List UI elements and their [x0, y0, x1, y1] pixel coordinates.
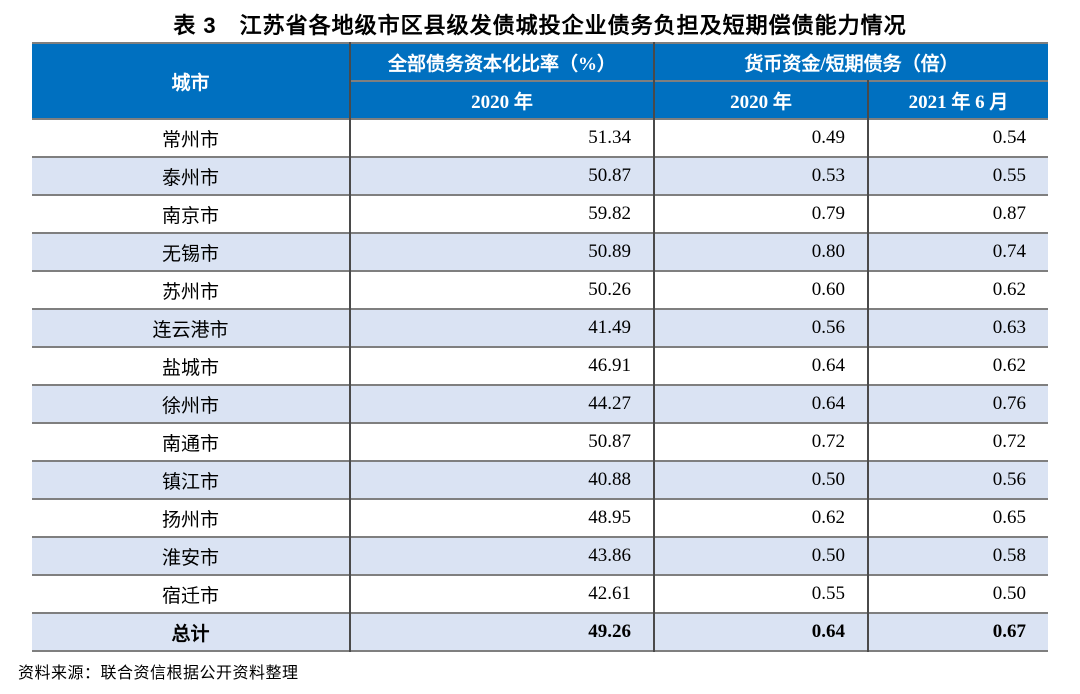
column-header-city: 城市: [32, 43, 351, 119]
source-note: 资料来源：联合资信根据公开资料整理: [18, 665, 299, 682]
total-row: 总计 49.26 0.64 0.67: [32, 613, 1048, 651]
subheader-cash-2020: 2020 年: [654, 81, 869, 119]
table-row: 无锡市 50.89 0.80 0.74: [32, 233, 1048, 271]
city-cell: 泰州市: [32, 157, 351, 195]
debt-ratio-2020-cell: 50.87: [350, 423, 655, 461]
debt-statistics-table: 城市 全部债务资本化比率（%） 货币资金/短期债务（倍） 2020 年 2020…: [32, 42, 1048, 652]
cash-ratio-2020-cell: 0.50: [654, 461, 869, 499]
debt-ratio-2020-cell: 42.61: [350, 575, 655, 613]
city-cell: 淮安市: [32, 537, 351, 575]
debt-ratio-2020-cell: 59.82: [350, 195, 655, 233]
cash-ratio-2020-cell: 0.49: [654, 119, 869, 157]
debt-ratio-2020-cell: 41.49: [350, 309, 655, 347]
cash-ratio-2021-june-cell: 0.58: [868, 537, 1048, 575]
cash-ratio-2020-cell: 0.80: [654, 233, 869, 271]
table-row: 常州市 51.34 0.49 0.54: [32, 119, 1048, 157]
city-cell: 苏州市: [32, 271, 351, 309]
cash-ratio-2020-cell: 0.56: [654, 309, 869, 347]
cash-ratio-2020-cell: 0.53: [654, 157, 869, 195]
debt-ratio-2020-cell: 49.26: [350, 613, 655, 651]
table-row: 淮安市 43.86 0.50 0.58: [32, 537, 1048, 575]
city-cell: 总计: [32, 613, 351, 651]
table-body: 常州市 51.34 0.49 0.54 泰州市 50.87 0.53 0.55 南京市 59.82…: [32, 119, 1048, 651]
cash-ratio-2020-cell: 0.62: [654, 499, 869, 537]
cash-ratio-2021-june-cell: 0.62: [868, 271, 1048, 309]
cash-ratio-2021-june-cell: 0.56: [868, 461, 1048, 499]
column-header-debt-capitalization-ratio: 全部债务资本化比率（%）: [350, 43, 655, 81]
city-cell: 扬州市: [32, 499, 351, 537]
table-title: 表 3 江苏省各地级市区县级发债城投企业债务负担及短期偿债能力情况: [173, 13, 907, 38]
cash-ratio-2020-cell: 0.64: [654, 347, 869, 385]
table-row: 泰州市 50.87 0.53 0.55: [32, 157, 1048, 195]
subheader-cash-2021-june: 2021 年 6 月: [868, 81, 1048, 119]
cash-ratio-2020-cell: 0.72: [654, 423, 869, 461]
cash-ratio-2021-june-cell: 0.87: [868, 195, 1048, 233]
debt-ratio-2020-cell: 50.26: [350, 271, 655, 309]
city-cell: 宿迁市: [32, 575, 351, 613]
cash-ratio-2021-june-cell: 0.54: [868, 119, 1048, 157]
header-row-periods: 2020 年 2020 年 2021 年 6 月: [32, 81, 1048, 119]
cash-ratio-2021-june-cell: 0.67: [868, 613, 1048, 651]
cash-ratio-2020-cell: 0.50: [654, 537, 869, 575]
cash-ratio-2021-june-cell: 0.74: [868, 233, 1048, 271]
debt-ratio-2020-cell: 44.27: [350, 385, 655, 423]
cash-ratio-2021-june-cell: 0.55: [868, 157, 1048, 195]
table-row: 宿迁市 42.61 0.55 0.50: [32, 575, 1048, 613]
city-cell: 徐州市: [32, 385, 351, 423]
cash-ratio-2020-cell: 0.60: [654, 271, 869, 309]
table-row: 徐州市 44.27 0.64 0.76: [32, 385, 1048, 423]
debt-ratio-2020-cell: 50.87: [350, 157, 655, 195]
column-header-cash-to-short-term-debt: 货币资金/短期债务（倍）: [654, 43, 1048, 81]
cash-ratio-2020-cell: 0.55: [654, 575, 869, 613]
table-row: 扬州市 48.95 0.62 0.65: [32, 499, 1048, 537]
debt-ratio-2020-cell: 51.34: [350, 119, 655, 157]
cash-ratio-2020-cell: 0.64: [654, 385, 869, 423]
cash-ratio-2020-cell: 0.64: [654, 613, 869, 651]
table-row: 盐城市 46.91 0.64 0.62: [32, 347, 1048, 385]
cash-ratio-2021-june-cell: 0.76: [868, 385, 1048, 423]
table-row: 苏州市 50.26 0.60 0.62: [32, 271, 1048, 309]
city-cell: 南京市: [32, 195, 351, 233]
city-cell: 盐城市: [32, 347, 351, 385]
cash-ratio-2021-june-cell: 0.63: [868, 309, 1048, 347]
debt-ratio-2020-cell: 46.91: [350, 347, 655, 385]
city-cell: 连云港市: [32, 309, 351, 347]
table-header: 城市 全部债务资本化比率（%） 货币资金/短期债务（倍） 2020 年 2020…: [32, 43, 1048, 119]
cash-ratio-2021-june-cell: 0.62: [868, 347, 1048, 385]
table-row: 南京市 59.82 0.79 0.87: [32, 195, 1048, 233]
debt-ratio-2020-cell: 40.88: [350, 461, 655, 499]
header-row-groups: 城市 全部债务资本化比率（%） 货币资金/短期债务（倍）: [32, 43, 1048, 119]
cash-ratio-2021-june-cell: 0.65: [868, 499, 1048, 537]
city-cell: 南通市: [32, 423, 351, 461]
debt-ratio-2020-cell: 50.89: [350, 233, 655, 271]
city-cell: 镇江市: [32, 461, 351, 499]
table-row: 南通市 50.87 0.72 0.72: [32, 423, 1048, 461]
subheader-debt-2020: 2020 年: [350, 81, 655, 119]
city-cell: 无锡市: [32, 233, 351, 271]
debt-ratio-2020-cell: 43.86: [350, 537, 655, 575]
cash-ratio-2021-june-cell: 0.72: [868, 423, 1048, 461]
table-row: 镇江市 40.88 0.50 0.56: [32, 461, 1048, 499]
table-row: 连云港市 41.49 0.56 0.63: [32, 309, 1048, 347]
cash-ratio-2021-june-cell: 0.50: [868, 575, 1048, 613]
debt-ratio-2020-cell: 48.95: [350, 499, 655, 537]
cash-ratio-2020-cell: 0.79: [654, 195, 869, 233]
city-cell: 常州市: [32, 119, 351, 157]
